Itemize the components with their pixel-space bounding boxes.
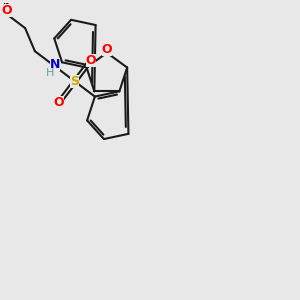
Text: O: O: [1, 4, 12, 17]
Text: S: S: [70, 75, 80, 88]
Text: O: O: [101, 43, 112, 56]
Text: H: H: [45, 68, 54, 78]
Text: O: O: [85, 54, 96, 67]
Text: N: N: [50, 58, 60, 71]
Text: O: O: [53, 96, 64, 109]
